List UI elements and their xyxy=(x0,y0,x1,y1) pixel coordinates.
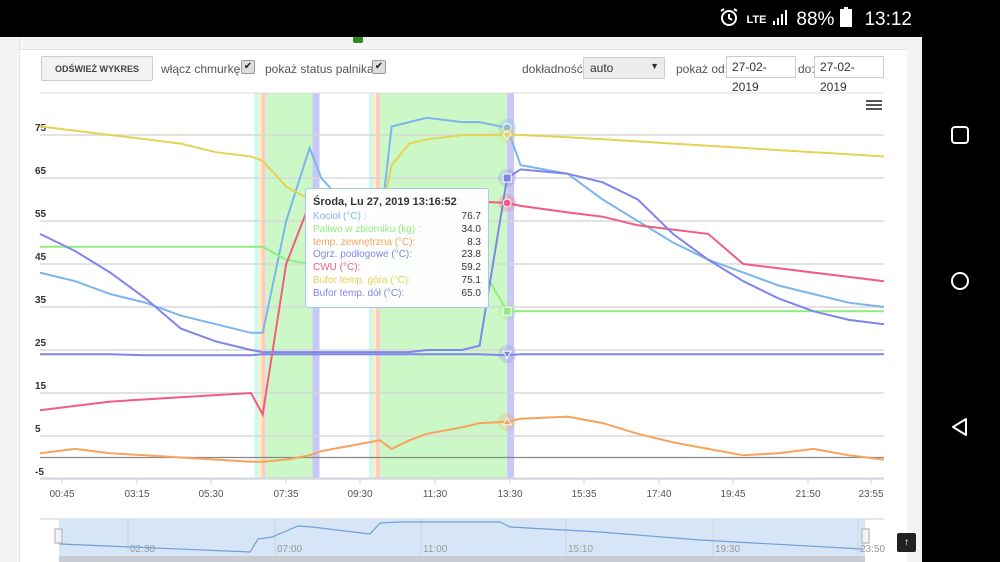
chart-menu-icon[interactable] xyxy=(866,100,882,112)
burner-status-label: pokaż status palnika xyxy=(265,62,374,76)
precision-select[interactable]: auto ▼ xyxy=(583,57,665,79)
tooltip-row: Kocioł (°C) : 76.7 xyxy=(313,211,481,223)
x-tick-label: 00:45 xyxy=(49,489,74,500)
series-line[interactable] xyxy=(39,116,885,334)
clock: 13:12 xyxy=(864,9,912,30)
signal-icon xyxy=(772,8,790,32)
precision-label: dokładność: xyxy=(522,62,587,76)
x-tick-label: 05:30 xyxy=(198,489,223,500)
tooltip-series-name: Ogrz. podłogowe (°C): xyxy=(313,249,413,261)
series-line[interactable] xyxy=(40,353,884,357)
navigator-range[interactable] xyxy=(59,519,865,556)
navigator-tick: 02:30 xyxy=(130,544,155,555)
to-label: do: xyxy=(798,62,815,76)
tooltip-toggle-label: włącz chmurkę xyxy=(161,62,241,76)
tooltip-series-name: Paliwo w zbiorniku (kg) : xyxy=(313,223,421,235)
navigator-tick: 23:50 xyxy=(860,544,885,555)
x-tick-label: 15:35 xyxy=(571,489,596,500)
scroll-to-top-button[interactable]: ↑ xyxy=(897,533,916,552)
tooltip-series-name: Bufor temp. dół (°C): xyxy=(313,287,405,299)
x-tick-label: 19:45 xyxy=(720,489,745,500)
dropdown-arrow-icon: ▼ xyxy=(650,61,659,71)
recent-apps-icon[interactable] xyxy=(948,123,972,147)
tooltip-series-name: Bufor temp. góra (°C): xyxy=(313,275,411,286)
tooltip-row: Bufor temp. góra (°C): 75.1 xyxy=(313,275,481,287)
tooltip-series-value: 59.2 xyxy=(461,262,481,274)
x-tick-label: 23:55 xyxy=(858,489,883,500)
x-tick-label: 13:30 xyxy=(497,489,522,500)
navigator-tick: 07:00 xyxy=(277,544,302,555)
y-tick-label: 45 xyxy=(35,252,47,263)
to-date-input[interactable]: 27-02-2019 xyxy=(814,56,884,94)
navigator-tick: 15:10 xyxy=(568,544,593,555)
tooltip-series-value: 34.0 xyxy=(461,223,481,235)
y-tick-label: 5 xyxy=(35,424,41,435)
chart-tooltip: Środa, Lu 27, 2019 13:16:52 Kocioł (°C) … xyxy=(305,188,489,308)
tooltip-series-value: 23.8 xyxy=(461,249,481,261)
x-tick-label: 17:40 xyxy=(646,489,671,500)
tooltip-series-name: temp. zewnętrzna (°C): xyxy=(313,236,416,248)
navigator-tick: 11:00 xyxy=(423,544,448,555)
tooltip-series-value: 65.0 xyxy=(461,287,481,299)
y-tick-label: 15 xyxy=(35,381,47,392)
tooltip-title: Środa, Lu 27, 2019 13:16:52 xyxy=(313,196,457,208)
y-tick-label: 55 xyxy=(35,209,47,220)
tooltip-series-value: 75.1 xyxy=(461,275,481,286)
battery-level: 88% xyxy=(796,9,835,30)
refresh-chart-button[interactable]: ODŚWIEŻ WYKRES xyxy=(41,56,153,81)
y-tick-label: 35 xyxy=(35,295,47,306)
tooltip-row: Paliwo w zbiorniku (kg) : 34.0 xyxy=(313,224,481,236)
lte-icon: LTE xyxy=(746,14,767,26)
tooltip-row: Ogrz. podłogowe (°C): 23.8 xyxy=(313,249,481,261)
from-date-input[interactable]: 27-02-2019 xyxy=(726,56,796,94)
tooltip-row: Bufor temp. dół (°C): 65.0 xyxy=(313,288,481,300)
x-tick-label: 03:15 xyxy=(124,489,149,500)
tooltip-toggle-checkbox[interactable]: ✔ xyxy=(241,60,255,74)
x-tick-label: 09:30 xyxy=(347,489,372,500)
tooltip-row: CWU (°C): 59.2 xyxy=(313,262,481,274)
status-indicator xyxy=(353,37,363,43)
tooltip-row: temp. zewnętrzna (°C): 8.3 xyxy=(313,237,481,249)
tooltip-series-value: 8.3 xyxy=(467,236,481,248)
precision-value: auto xyxy=(590,61,614,75)
x-tick-label: 21:50 xyxy=(795,489,820,500)
navigator-scrollbar[interactable] xyxy=(59,556,865,562)
android-nav-bar xyxy=(922,37,1000,562)
x-tick-label: 07:35 xyxy=(273,489,298,500)
alarm-icon xyxy=(718,6,740,34)
home-icon[interactable] xyxy=(948,269,972,293)
navigator-right-handle[interactable] xyxy=(861,528,870,544)
y-tick-label: 25 xyxy=(35,338,47,349)
burner-status-checkbox[interactable]: ✔ xyxy=(372,60,386,74)
back-icon[interactable] xyxy=(948,415,972,439)
series-line[interactable] xyxy=(39,168,885,354)
chart-toolbar: ODŚWIEŻ WYKRES włącz chmurkę ✔ pokaż sta… xyxy=(20,50,907,94)
top-strip xyxy=(20,37,907,50)
series-line[interactable] xyxy=(39,415,885,463)
navigator-tick: 19:30 xyxy=(715,544,740,555)
y-tick-label: 75 xyxy=(35,123,47,134)
from-label: pokaż od: xyxy=(676,62,729,76)
status-bar: LTE 88% 13:12 xyxy=(0,0,1000,37)
x-tick-label: 11:30 xyxy=(423,489,448,500)
battery-icon xyxy=(840,7,853,33)
tooltip-series-name: CWU (°C): xyxy=(313,262,361,274)
navigator-left-handle[interactable] xyxy=(54,528,63,544)
y-tick-label: 65 xyxy=(35,166,47,177)
tooltip-series-name: Kocioł (°C) : xyxy=(313,211,367,222)
series-line[interactable] xyxy=(39,125,885,223)
y-tick-label: -5 xyxy=(35,467,44,478)
tooltip-series-value: 76.7 xyxy=(461,211,481,222)
